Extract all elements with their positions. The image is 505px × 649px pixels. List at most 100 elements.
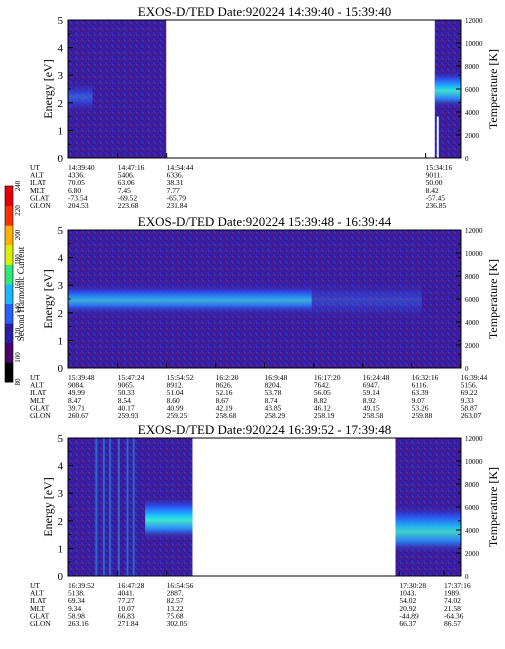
table-cell: 16:47:28 <box>118 581 145 590</box>
table-cell: 1989. <box>444 589 461 598</box>
table-cell: 9.33 <box>461 396 474 405</box>
y-right-tick-label: 4000 <box>465 527 480 535</box>
y-right-tick-label: 12000 <box>465 227 483 235</box>
table-cell: 6116. <box>412 381 429 390</box>
colorbar-swatch <box>5 244 13 265</box>
table-cell: 259.25 <box>167 411 188 420</box>
colorbar-swatch <box>5 303 13 324</box>
table-cell: 66.37 <box>399 619 416 628</box>
y-right-tick-label: 4000 <box>465 109 480 117</box>
colorbar-swatch <box>5 362 13 383</box>
table-cell: 15:54:52 <box>167 373 194 382</box>
table-cell: 53.26 <box>412 403 429 412</box>
table-cell: 14:47:16 <box>118 163 145 172</box>
table-cell: 16:39:52 <box>68 581 95 590</box>
table-cell: 14:39:40 <box>68 163 95 172</box>
table-cell: 74.02 <box>444 596 461 605</box>
table-row-label: ALT <box>30 381 44 390</box>
table-cell: 82.57 <box>167 596 184 605</box>
table-row-label: GLAT <box>30 193 50 202</box>
table-cell: 258.19 <box>314 411 335 420</box>
table-cell: 56.05 <box>314 388 331 397</box>
y-right-tick-label: 8000 <box>465 481 480 489</box>
table-cell: 15:39:48 <box>68 373 95 382</box>
table-row-label: GLON <box>30 201 51 210</box>
table-cell: 49.15 <box>363 403 380 412</box>
table-cell: 7.45 <box>118 186 131 195</box>
table-cell: 8.47 <box>68 396 81 405</box>
table-cell: 50.00 <box>426 178 443 187</box>
table-cell: 20.92 <box>399 604 416 613</box>
y-right-tick-label: 0 <box>465 155 469 163</box>
table-row-label: GLAT <box>30 611 50 620</box>
table-cell: 223.68 <box>118 201 139 210</box>
table-cell: 15:34:16 <box>426 163 453 172</box>
table-cell: 16:24:48 <box>363 373 390 382</box>
table-cell: 6.80 <box>68 186 81 195</box>
table-cell: 8.82 <box>314 396 327 405</box>
colorbar-tick-label: 180 <box>14 254 22 265</box>
colorbar-tick-label: 80 <box>14 378 22 386</box>
table-cell: 4336. <box>68 171 85 180</box>
table-cell: 302.05 <box>167 619 188 628</box>
colorbar-tick-label: 220 <box>14 205 22 216</box>
table-cell: 8.60 <box>167 396 180 405</box>
table-row-label: MLT <box>30 396 46 405</box>
table-cell: -57.45 <box>426 193 446 202</box>
table-row-label: ILAT <box>30 388 47 397</box>
y-right-tick-label: 10000 <box>465 458 483 466</box>
y-right-tick-label: 6000 <box>465 86 480 94</box>
table-cell: -69.52 <box>118 193 138 202</box>
table-cell: 50.33 <box>118 388 135 397</box>
table-cell: 8626. <box>216 381 233 390</box>
y-right-tick-label: 2000 <box>465 132 480 140</box>
table-row-label: UT <box>30 373 40 382</box>
y-right-tick-label: 8000 <box>465 63 480 71</box>
table-cell: 40.99 <box>167 403 184 412</box>
colorbar-swatch <box>5 284 13 305</box>
table-cell: 204.53 <box>68 201 89 210</box>
colorbar-tick-label: 140 <box>14 303 22 314</box>
table-cell: 236.85 <box>426 201 447 210</box>
y-tick-label: 3 <box>58 70 64 82</box>
table-cell: 9084. <box>68 381 85 390</box>
table-cell: 40.17 <box>118 403 135 412</box>
table-cell: 9011. <box>426 171 443 180</box>
table-cell: 259.88 <box>412 411 433 420</box>
table-cell: 13.22 <box>167 604 184 613</box>
table-cell: 8204. <box>265 381 282 390</box>
table-cell: 38.31 <box>167 178 184 187</box>
colorbar: 80 100 120 140 160 180 200 220 240 Second Harmon… <box>4 180 26 386</box>
y-tick-label: 4 <box>58 461 64 473</box>
table-cell: 5156. <box>461 381 478 390</box>
colorbar-swatch <box>5 264 13 285</box>
y-right-tick-label: 12000 <box>465 17 483 25</box>
table-cell: 51.04 <box>167 388 184 397</box>
table-cell: 258.58 <box>363 411 384 420</box>
colorbar-tick-label: 120 <box>14 327 22 338</box>
y-tick-label: 1 <box>58 125 64 137</box>
table-cell: 17:37:16 <box>444 581 471 590</box>
y-right-tick-label: 2000 <box>465 550 480 558</box>
table-row-label: ILAT <box>30 178 47 187</box>
table-cell: 8.74 <box>265 396 278 405</box>
table-row-label: MLT <box>30 186 46 195</box>
spectrogram-panel: EXOS-D/TED Date:920224 14:39:40 - 15:39:… <box>30 4 500 210</box>
y-tick-label: 4 <box>58 43 64 55</box>
table-cell: 46.12 <box>314 403 331 412</box>
table-cell: 43.85 <box>265 403 282 412</box>
table-cell: 5406. <box>118 171 135 180</box>
data-segment <box>68 230 461 368</box>
colorbar-tick-label: 200 <box>14 229 22 240</box>
data-segment <box>68 438 193 576</box>
table-cell: 258.68 <box>216 411 237 420</box>
colorbar-swatch <box>5 342 13 363</box>
table-cell: 42.19 <box>216 403 233 412</box>
table-cell: 259.93 <box>118 411 139 420</box>
table-cell: 53.78 <box>265 388 282 397</box>
table-cell: 260.67 <box>68 411 89 420</box>
y-tick-label: 1 <box>58 335 64 347</box>
table-cell: 271.84 <box>118 619 139 628</box>
